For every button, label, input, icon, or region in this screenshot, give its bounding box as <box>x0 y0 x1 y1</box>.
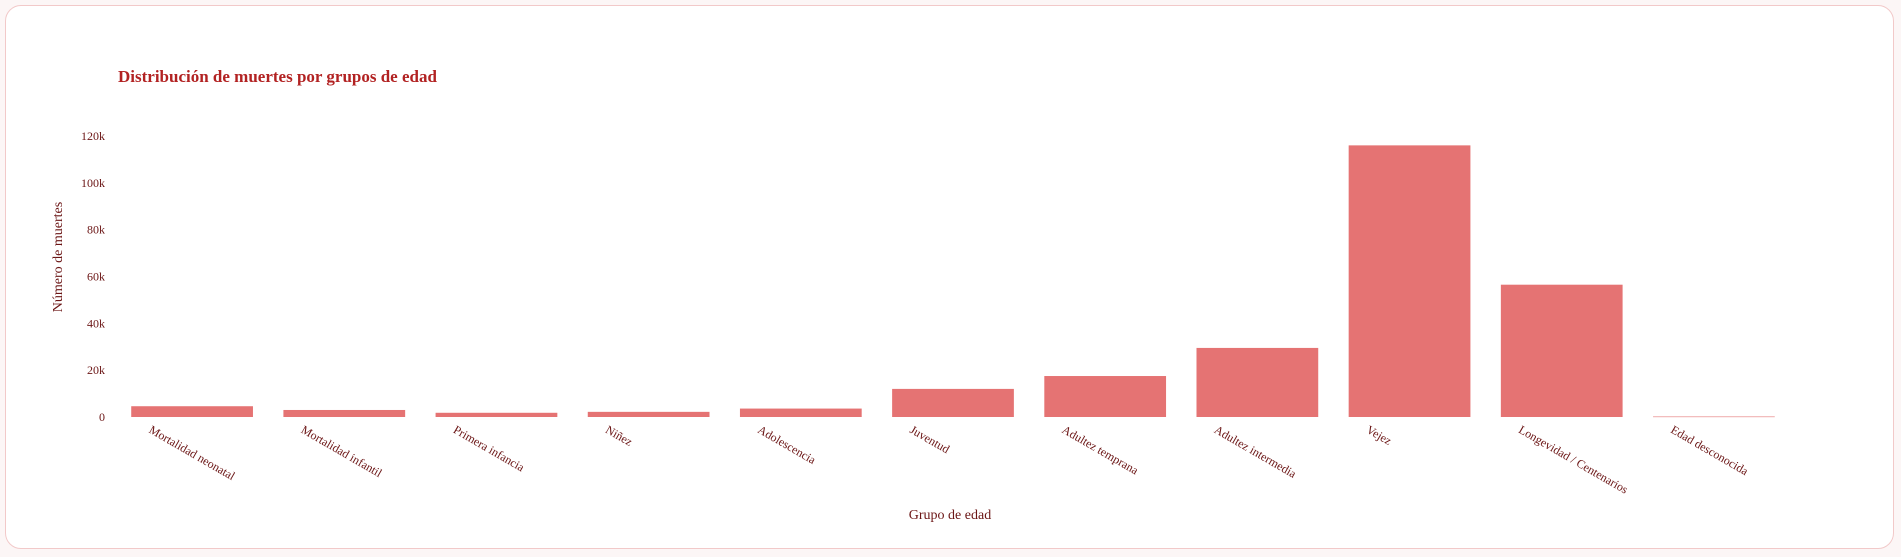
bar[interactable] <box>435 412 558 417</box>
x-tick-label: Adultez intermedia <box>1212 422 1300 481</box>
x-axis-ticks: Mortalidad neonatal Mortalidad infantil Pr… <box>147 422 1752 496</box>
chart-card <box>5 5 1894 549</box>
x-tick-label: Mortalidad infantil <box>299 422 385 480</box>
y-tick-label: 60k <box>87 270 105 284</box>
x-tick-label: Adultez temprana <box>1060 422 1142 477</box>
y-axis-title: Número de muertes <box>51 202 66 312</box>
bar[interactable] <box>892 388 1014 417</box>
x-tick-label: Mortalidad neonatal <box>147 422 239 483</box>
bar[interactable] <box>283 409 406 417</box>
x-tick-label: Vejez <box>1364 422 1394 447</box>
y-tick-label: 40k <box>87 316 105 330</box>
bar[interactable] <box>131 406 253 417</box>
x-tick-label: Longevidad / Centenarios <box>1516 422 1631 496</box>
bar[interactable] <box>739 408 862 417</box>
x-tick-label: Niñez <box>603 422 635 448</box>
x-tick-label: Juventud <box>908 422 953 456</box>
x-tick-label: Primera infancia <box>451 422 528 474</box>
bar[interactable] <box>1196 347 1319 417</box>
y-tick-label: 100k <box>81 176 105 190</box>
x-tick-label: Edad desconocida <box>1668 422 1751 478</box>
bar[interactable] <box>1653 416 1775 418</box>
y-tick-label: 20k <box>87 363 105 377</box>
bar[interactable] <box>1500 284 1623 417</box>
bar[interactable] <box>1348 145 1471 417</box>
x-axis-title: Grupo de edad <box>909 508 991 523</box>
y-tick-label: 120k <box>81 129 105 143</box>
y-tick-label: 80k <box>87 223 105 237</box>
chart-title: Distribución de muertes por grupos de ed… <box>118 67 437 86</box>
x-tick-label: Adolescencia <box>755 422 819 467</box>
y-axis-ticks: 0 20k 40k 60k 80k 100k 120k <box>81 129 105 424</box>
bar[interactable] <box>1044 376 1167 417</box>
bars <box>131 145 1775 418</box>
y-tick-label: 0 <box>99 410 105 424</box>
bar[interactable] <box>587 411 710 417</box>
